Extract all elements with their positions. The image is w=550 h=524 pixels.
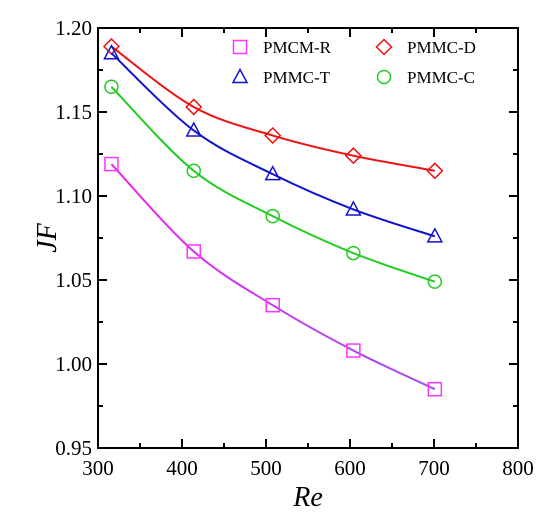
legend-marker [232, 39, 248, 55]
x-tick-label: 700 [418, 456, 450, 480]
series-pmmc-t [103, 44, 444, 243]
legend-entry: PMCM-R [232, 38, 332, 57]
x-tick-label: 800 [502, 456, 534, 480]
series-pmmc-d [102, 37, 444, 180]
data-point [104, 79, 119, 95]
y-axis: 0.95 1.00 1.05 1.10 1.15 1.20 [55, 16, 518, 460]
data-point [345, 200, 362, 216]
legend-label: PMMC-C [407, 68, 475, 87]
data-point [344, 147, 362, 165]
x-axis-title: Re [292, 482, 323, 513]
x-axis: 300 400 500 600 700 800 [82, 28, 534, 480]
legend-entry: PMMC-D [375, 38, 476, 57]
y-tick-label: 1.10 [55, 184, 92, 208]
y-axis-title: JF [32, 222, 63, 252]
y-tick-label: 1.00 [55, 352, 92, 376]
legend-entry: PMMC-C [376, 68, 475, 87]
data-point [265, 208, 280, 224]
data-point [426, 227, 444, 243]
legend-label: PMMC-T [263, 68, 331, 87]
data-point [427, 274, 443, 289]
plot-border [97, 27, 519, 449]
legend-label: PMCM-R [263, 38, 332, 57]
legend-label: PMMC-D [407, 38, 476, 57]
series-line [110, 163, 436, 391]
y-tick-label: 1.15 [55, 100, 92, 124]
y-tick-label: 1.05 [55, 268, 92, 292]
y-tick-label: 0.95 [55, 436, 92, 460]
series-line [110, 52, 436, 238]
series-pmcm-r [104, 156, 443, 397]
data-point [426, 162, 444, 180]
data-point [186, 163, 202, 179]
data-point [346, 343, 361, 358]
x-tick-label: 300 [82, 456, 114, 480]
x-tick-label: 600 [334, 456, 366, 480]
data-point [104, 156, 119, 172]
plot-frame [97, 27, 519, 449]
legend-marker [231, 67, 249, 84]
data-point [103, 44, 120, 60]
series-pmmc-c [104, 79, 443, 289]
legend-marker [375, 38, 393, 56]
series-line [110, 45, 436, 172]
legend: PMCM-R PMMC-D PMMC-T PMMC-C [231, 38, 476, 87]
data-point [265, 297, 280, 313]
data-point [264, 165, 281, 181]
legend-entry: PMMC-T [231, 67, 331, 87]
legend-marker [376, 69, 392, 85]
y-tick-label: 1.20 [55, 16, 92, 40]
data-point [185, 121, 203, 137]
x-tick-label: 500 [250, 456, 282, 480]
data-point [185, 98, 203, 116]
data-point [427, 381, 443, 397]
data-point [186, 244, 202, 259]
data-point [346, 245, 361, 261]
x-tick-label: 400 [166, 456, 198, 480]
series-layer [102, 37, 444, 397]
data-point [264, 126, 282, 145]
series-line [110, 86, 436, 283]
